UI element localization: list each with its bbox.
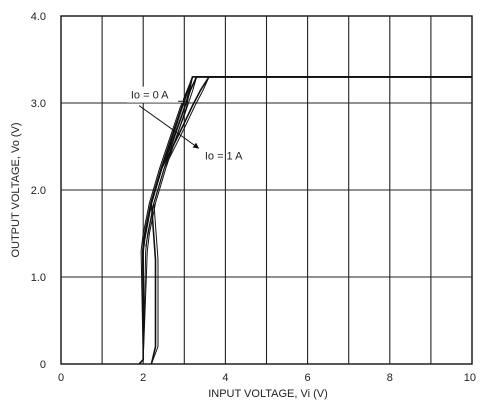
series-group [138,76,472,365]
series-line [150,76,472,365]
series-line [138,76,472,365]
x-tick-label: 4 [222,372,228,384]
y-tick-label: 1.0 [31,272,46,284]
series-line [138,76,472,365]
x-tick-label: 8 [387,372,393,384]
tick-labels: 0 2 4 6 8 10 0 1.0 2.0 3.0 4.0 [31,11,476,384]
x-tick-label: 10 [464,372,476,384]
series-line [138,76,472,365]
annotation-io-1a: Io = 1 A [205,151,243,163]
annotation-background [126,86,183,103]
x-axis-title: INPUT VOLTAGE, Vi (V) [208,388,328,400]
y-tick-label: 2.0 [31,185,46,197]
annotation-arrow [138,105,200,149]
axes: INPUT VOLTAGE, Vi (V) OUTPUT VOLTAGE, Vo… [10,122,328,400]
series-line [138,76,472,365]
x-tick-label: 2 [140,372,146,384]
x-tick-label: 6 [305,372,311,384]
annotations: Io = 0 A Io = 1 A [126,86,243,163]
y-tick-label: 0 [40,359,46,371]
y-tick-label: 3.0 [31,98,46,110]
annotation-io-0a: Io = 0 A [131,90,169,102]
y-axis-title: OUTPUT VOLTAGE, Vo (V) [10,122,22,257]
series-line [150,76,472,365]
y-tick-label: 4.0 [31,11,46,23]
series-line [138,76,472,365]
grid [60,15,473,365]
x-tick-label: 0 [58,372,64,384]
